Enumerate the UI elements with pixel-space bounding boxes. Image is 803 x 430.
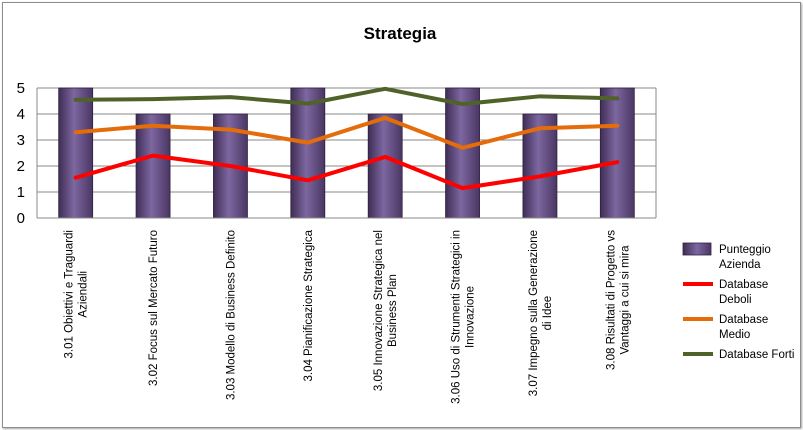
category-label: Aziendali (78, 271, 90, 318)
line-database-deboli (73, 153, 620, 191)
y-tick-label: 1 (17, 184, 25, 201)
bar-punteggio-azienda (445, 87, 480, 219)
legend-label: Medio (719, 329, 750, 341)
chart-title: Strategia (364, 24, 437, 43)
category-label: Innovazione (465, 286, 477, 348)
bar-layer (58, 87, 635, 219)
chart-svg: Strategia 0 1 2 3 4 5 3.01 Obiettivi e Tragua… (17, 24, 795, 404)
y-tick-label: 4 (17, 106, 25, 123)
bar-punteggio-azienda (290, 87, 326, 219)
y-tick-label: 3 (17, 132, 25, 149)
category-label: Business Plan (387, 274, 399, 347)
legend-label: Database (719, 314, 768, 326)
bar-punteggio-azienda (367, 113, 403, 219)
bar-punteggio-azienda (599, 87, 635, 219)
legend-label: Deboli (719, 294, 752, 306)
legend-label: Azienda (719, 259, 761, 271)
bar-punteggio-azienda (522, 113, 558, 219)
bar-punteggio-azienda (58, 87, 94, 219)
bar-punteggio-azienda (135, 113, 171, 219)
legend-swatch-bar (682, 242, 712, 256)
category-label: 3.08 Risultati di Progetto vs (605, 230, 617, 370)
legend-label: Database Forti (719, 349, 794, 361)
line-layer (73, 86, 620, 191)
y-tick-label: 0 (17, 210, 25, 227)
category-label: 3.01 Obiettivi e Traguardi (64, 230, 76, 359)
label-layer: 3.01 Obiettivi e Traguardi Aziendali 3.02 … (64, 229, 632, 403)
legend-label: Database (719, 279, 768, 291)
line-database-medio (73, 115, 620, 150)
y-tick-label: 2 (17, 158, 25, 175)
line-database-forti (73, 86, 620, 107)
grid-layer (37, 87, 656, 219)
legend-label: Punteggio (719, 244, 771, 256)
category-label: 3.04 Pianificazione Strategica (303, 229, 315, 381)
legend: Punteggio Azienda Database Deboli Database Me… (682, 242, 794, 361)
category-label: 3.05 Innovazione Strategica nel (373, 230, 385, 391)
category-label: di Idee (542, 296, 554, 331)
y-tick-label: 5 (17, 80, 25, 97)
category-label: Vantaggi a cui si mira (619, 245, 631, 355)
category-label: 3.03 Modello di Business Definito (225, 230, 237, 400)
category-label: 3.07 Impegno sulla Generazione (528, 230, 540, 396)
category-label: 3.02 Focus sul Mercato Futuro (148, 230, 160, 386)
axis-layer: 0 1 2 3 4 5 (17, 80, 657, 227)
category-label: 3.06 Uso di Strumenti Strategici in (451, 230, 463, 404)
